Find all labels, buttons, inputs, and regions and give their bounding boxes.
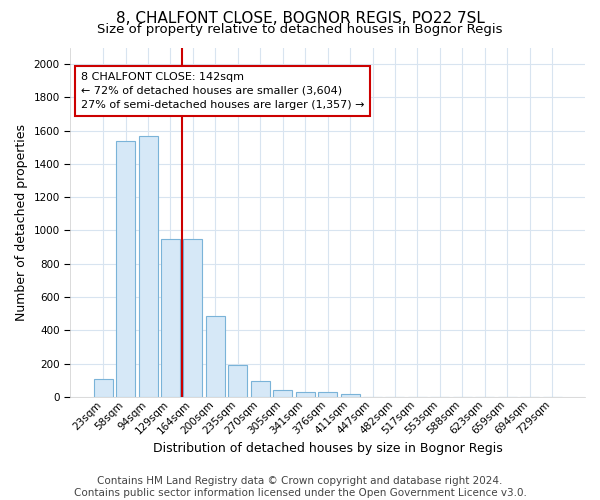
Text: Contains HM Land Registry data © Crown copyright and database right 2024.
Contai: Contains HM Land Registry data © Crown c… — [74, 476, 526, 498]
Text: 8, CHALFONT CLOSE, BOGNOR REGIS, PO22 7SL: 8, CHALFONT CLOSE, BOGNOR REGIS, PO22 7S… — [116, 11, 484, 26]
Bar — [184, 239, 202, 397]
Bar — [273, 390, 292, 397]
Bar — [206, 316, 225, 397]
Bar — [251, 381, 270, 397]
Bar — [161, 239, 180, 397]
Bar — [318, 392, 337, 397]
Text: Size of property relative to detached houses in Bognor Regis: Size of property relative to detached ho… — [97, 22, 503, 36]
Bar — [139, 136, 158, 397]
Y-axis label: Number of detached properties: Number of detached properties — [15, 124, 28, 320]
Text: 8 CHALFONT CLOSE: 142sqm
← 72% of detached houses are smaller (3,604)
27% of sem: 8 CHALFONT CLOSE: 142sqm ← 72% of detach… — [80, 72, 364, 110]
Bar — [341, 394, 359, 397]
Bar — [116, 140, 135, 397]
Bar — [94, 378, 113, 397]
Bar — [228, 365, 247, 397]
Bar — [296, 392, 315, 397]
X-axis label: Distribution of detached houses by size in Bognor Regis: Distribution of detached houses by size … — [153, 442, 502, 455]
